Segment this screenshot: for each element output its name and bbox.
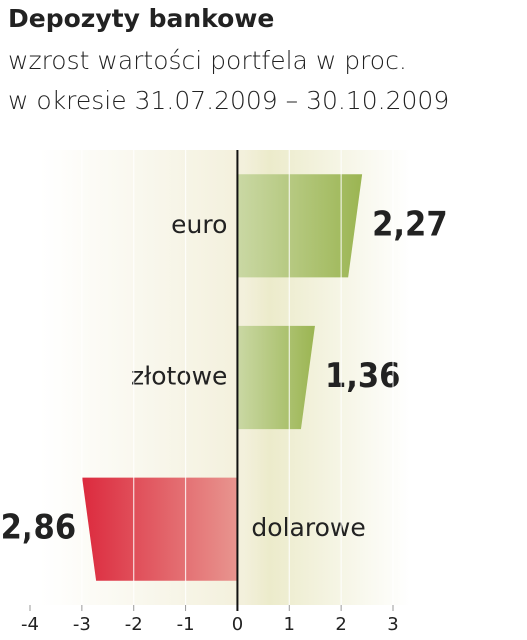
chart-title: Depozyty bankowe xyxy=(8,4,274,33)
category-label: euro xyxy=(171,210,227,239)
x-tick-label: -1 xyxy=(177,614,195,635)
x-tick-label: -2 xyxy=(125,614,143,635)
bar xyxy=(82,477,238,581)
subtitle: wzrost wartości portfela w proc. xyxy=(8,46,407,75)
x-tick-label: -4 xyxy=(21,614,39,635)
subtitle: w okresie 31.07.2009 – 30.10.2009 xyxy=(8,86,449,115)
value-label: 2,27 xyxy=(372,204,447,244)
x-tick-label: -3 xyxy=(73,614,91,635)
x-tick-label: 3 xyxy=(387,614,398,635)
x-tick-label: 1 xyxy=(284,614,295,635)
category-label: złotowe xyxy=(131,362,227,391)
x-tick-label: 2 xyxy=(335,614,346,635)
value-label: 1,36 xyxy=(325,356,400,396)
bar xyxy=(237,174,363,278)
x-tick-label: 0 xyxy=(232,614,243,635)
category-label: dolarowe xyxy=(251,513,365,542)
value-label: -2,86 xyxy=(0,508,76,548)
bar xyxy=(237,325,315,430)
